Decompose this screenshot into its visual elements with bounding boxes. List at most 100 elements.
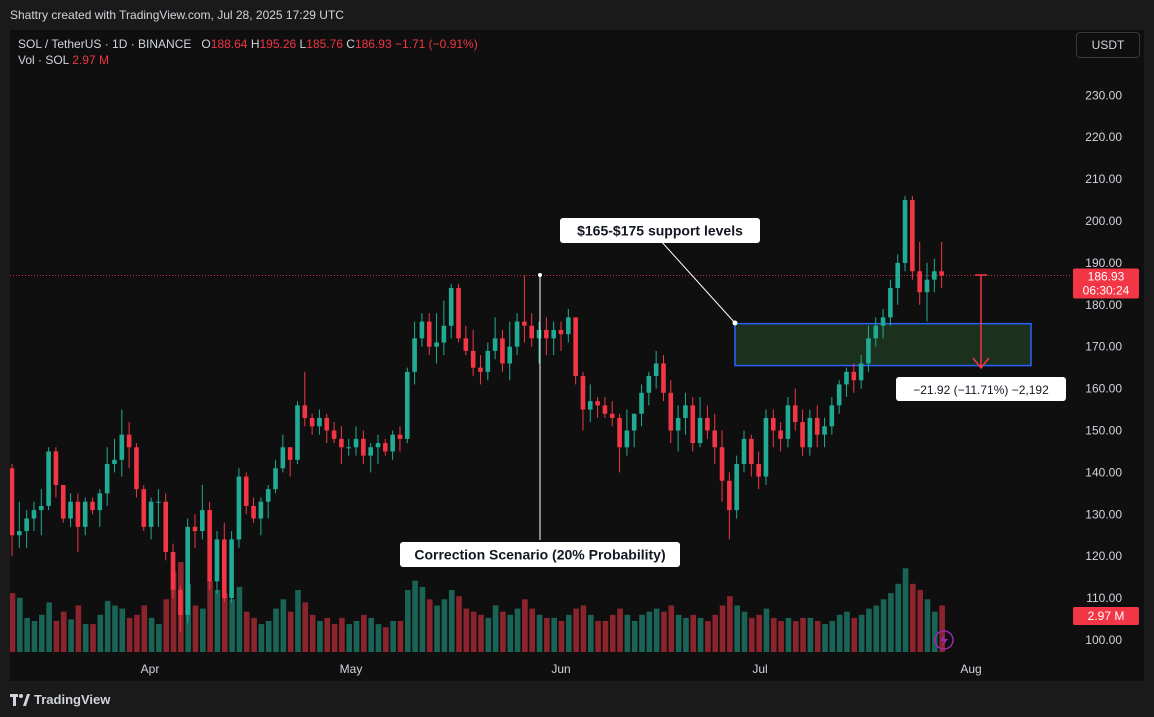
volume-bar (617, 608, 623, 652)
volume-bar (573, 608, 579, 652)
candle-body (858, 363, 864, 381)
price-tick-label: 190.00 (1085, 256, 1122, 270)
volume-bar (90, 624, 96, 652)
lightning-icon-ring (934, 630, 954, 650)
candle-body (456, 288, 461, 339)
candle-body (383, 443, 388, 452)
volume-bar (148, 617, 155, 652)
volume-bar (917, 590, 923, 652)
candle-body (163, 501, 169, 553)
candle-body (24, 518, 29, 532)
candle-body (31, 510, 37, 519)
volume-bar (119, 608, 126, 652)
candle-body (814, 417, 820, 435)
candle-body (68, 501, 73, 519)
correction-label-text: Correction Scenario (20% Probability) (414, 547, 665, 563)
volume-bar (712, 614, 719, 652)
candle-body (924, 279, 930, 293)
volume-bar (375, 624, 382, 652)
candle-body (734, 464, 739, 511)
candle-body (932, 271, 937, 280)
measure-label-box (896, 377, 1066, 401)
volume-bar (192, 605, 199, 652)
candle-body (412, 338, 417, 372)
chart-panel[interactable]: $165-$175 support levels Correction Scena… (10, 30, 1144, 681)
candle-body (683, 405, 688, 418)
candle-body (631, 413, 637, 431)
candle-body (90, 501, 95, 511)
volume-bar (741, 611, 748, 652)
candle-body (939, 271, 944, 276)
volume-bar (31, 621, 38, 652)
candle-body (727, 480, 732, 511)
candle-body (126, 434, 132, 448)
candle-body (866, 338, 871, 364)
volume-bar (324, 617, 331, 652)
volume-bar (273, 608, 279, 652)
candle-body (749, 438, 754, 465)
credit-text: Shattry created with TradingView.com, Ju… (10, 8, 344, 22)
price-tick-label: 150.00 (1085, 424, 1122, 438)
volume-bar (514, 608, 521, 652)
volume-bar (309, 614, 316, 652)
candle-body (60, 484, 66, 519)
volume-bar (587, 614, 594, 652)
symbol-legend: SOL / TetherUS · 1D · BINANCE O188.64 H1… (18, 36, 478, 68)
volume-bar (851, 617, 858, 652)
volume-bar (317, 621, 323, 652)
candle-body (792, 405, 798, 423)
volume-bar (785, 617, 792, 652)
price-tick-label: 210.00 (1085, 172, 1122, 186)
candle-body (38, 505, 44, 511)
candle-body (485, 350, 491, 372)
volume-label[interactable]: Vol · SOL (18, 53, 69, 67)
candle-body (390, 434, 395, 452)
candle-body (844, 371, 849, 385)
time-tick-label: Apr (141, 662, 160, 676)
volume-bar (339, 617, 345, 652)
volume-bar (207, 580, 213, 652)
volume-bar (639, 614, 645, 652)
price-chart[interactable]: $165-$175 support levels Correction Scena… (10, 30, 1144, 681)
support-zone-layer (10, 274, 1072, 367)
volume-bar (463, 608, 470, 652)
candle-body (910, 200, 915, 272)
measure-arrowhead (972, 357, 990, 370)
candle-body (902, 200, 908, 263)
tradingview-brand-text: TradingView (34, 692, 111, 707)
volume-bar (675, 614, 682, 652)
candle-body (522, 321, 527, 326)
candle-body (361, 438, 366, 456)
candle-body (404, 371, 410, 439)
volume-bar (134, 614, 140, 652)
volume-bar (331, 624, 338, 652)
candle-body (214, 539, 220, 582)
price-tick-label: 130.00 (1085, 507, 1122, 521)
candle-body (368, 447, 373, 456)
candle-body (668, 392, 674, 431)
volume-bar (522, 599, 528, 652)
candle-body (587, 401, 593, 410)
volume-bar (353, 621, 360, 652)
candle-body (295, 405, 300, 460)
price-tick-label: 170.00 (1085, 340, 1122, 354)
volume-tag-value: 2.97 M (1088, 609, 1125, 623)
price-tick-label: 220.00 (1085, 130, 1122, 144)
time-tick-label: Jul (752, 662, 767, 676)
candle-body (470, 350, 476, 368)
candle-body (763, 417, 769, 477)
volume-bar (251, 617, 257, 652)
volume-bar (368, 617, 374, 652)
candle-body (221, 539, 227, 599)
candle-body (178, 589, 183, 615)
currency-unit-button[interactable]: USDT (1076, 32, 1140, 58)
volume-bar (82, 624, 89, 652)
symbol-name[interactable]: SOL / TetherUS · 1D · BINANCE (18, 37, 192, 51)
tradingview-brand[interactable]: TradingView (10, 692, 110, 707)
volume-value: 2.97 M (72, 53, 109, 67)
volume-bar (390, 621, 396, 652)
candle-body (200, 510, 205, 532)
candle-body (346, 447, 352, 449)
volume-bar (763, 608, 770, 652)
